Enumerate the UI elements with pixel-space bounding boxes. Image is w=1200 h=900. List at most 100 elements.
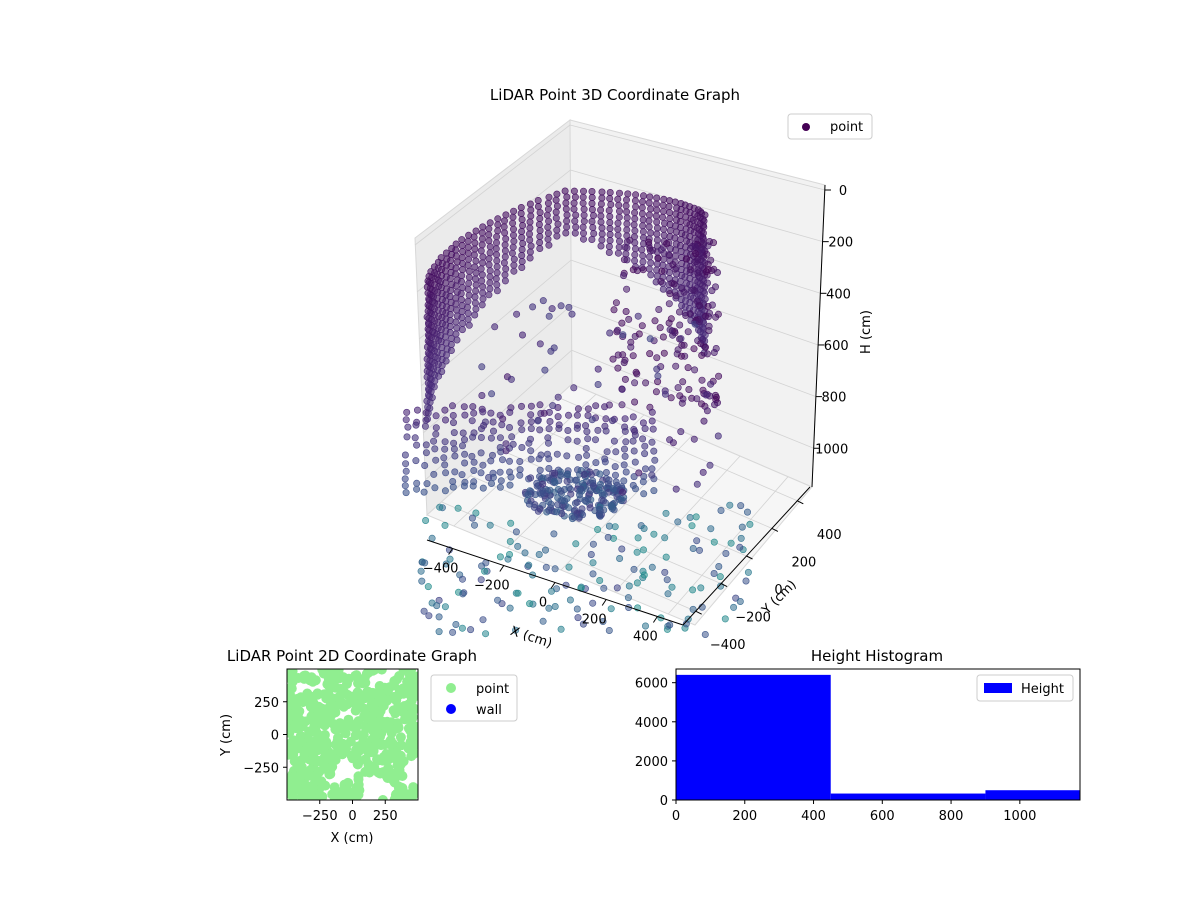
z-tick-label: 800: [822, 391, 847, 406]
point-3d: [551, 565, 559, 573]
point-3d: [493, 269, 501, 277]
point-3d: [622, 307, 630, 315]
point-3d: [703, 350, 711, 358]
point-3d: [703, 407, 711, 415]
point-3d: [518, 426, 526, 434]
point-3d: [660, 225, 668, 233]
point-3d: [517, 402, 525, 410]
point-cloud-3d: [401, 187, 754, 638]
point-3d: [506, 481, 514, 489]
point-2d: [350, 720, 361, 731]
point-3d: [620, 256, 628, 264]
point-3d: [544, 223, 552, 231]
point-3d: [527, 206, 535, 214]
y-tick-label-hist: 0: [660, 794, 668, 809]
point-3d: [470, 233, 478, 241]
point-3d: [639, 252, 647, 260]
point-3d: [631, 215, 639, 223]
point-3d: [509, 243, 517, 251]
point-3d: [666, 227, 674, 235]
point-3d: [485, 225, 493, 233]
point-2d: [412, 682, 418, 692]
point-3d: [652, 200, 660, 208]
histogram-title: Height Histogram: [811, 647, 943, 665]
point-3d: [645, 238, 653, 246]
point-3d: [557, 487, 565, 495]
point-3d: [468, 417, 476, 425]
point-3d: [510, 267, 518, 275]
point-3d: [613, 326, 621, 334]
histogram-bars: [676, 674, 1080, 800]
point-3d: [606, 195, 614, 203]
point-3d: [715, 562, 723, 570]
point-2d: [403, 723, 414, 734]
point-3d: [665, 300, 673, 308]
point-3d: [607, 201, 615, 209]
point-3d: [614, 225, 622, 233]
point-3d: [635, 469, 643, 477]
point-3d: [601, 458, 609, 466]
point-3d: [478, 241, 486, 249]
point-3d: [501, 277, 509, 285]
point-3d: [574, 614, 582, 622]
point-2d: [334, 673, 345, 684]
x-tick-mark: [601, 599, 607, 606]
point-3d: [671, 198, 679, 206]
point-2d: [366, 711, 377, 722]
x-tick-label-2d: −250: [302, 809, 338, 824]
point-3d: [650, 530, 658, 538]
point-3d: [738, 523, 746, 531]
point-3d: [507, 473, 515, 481]
point-2d: [313, 715, 324, 726]
point-3d: [622, 202, 630, 210]
point-3d: [402, 467, 410, 475]
point-3d: [448, 402, 456, 410]
point-3d: [479, 283, 487, 291]
point-3d: [675, 308, 683, 316]
point-3d: [544, 205, 552, 213]
point-3d: [716, 573, 724, 581]
point-3d: [700, 223, 708, 231]
y-tick-mark: [695, 610, 702, 615]
point-3d: [412, 421, 420, 429]
x-tick-label-2d: 250: [373, 809, 398, 824]
gridline-y: [441, 501, 696, 612]
point-3d: [693, 480, 701, 488]
legend-box: [976, 674, 1074, 702]
point-3d: [510, 261, 518, 269]
point-3d: [614, 219, 622, 227]
point-3d: [438, 368, 446, 376]
point-3d: [536, 215, 544, 223]
point-3d: [598, 236, 606, 244]
point-3d: [580, 205, 588, 213]
point-3d: [647, 271, 655, 279]
point-3d: [651, 456, 659, 464]
point-3d: [730, 603, 738, 611]
point-2d: [333, 721, 344, 732]
point-3d: [649, 246, 657, 254]
point-3d: [743, 508, 751, 516]
point-3d: [639, 192, 647, 200]
point-3d: [659, 201, 667, 209]
point-3d: [690, 435, 698, 443]
point-3d: [603, 448, 611, 456]
point-3d: [496, 434, 504, 442]
x-tick-label: −200: [474, 579, 510, 594]
point-3d: [486, 267, 494, 275]
point-3d: [645, 217, 653, 225]
point-3d: [547, 500, 555, 508]
point-3d: [401, 475, 409, 483]
point-3d: [507, 375, 515, 383]
point-3d: [614, 249, 622, 257]
point-3d: [512, 626, 520, 634]
point-3d: [580, 470, 588, 478]
point-3d: [588, 236, 596, 244]
point-3d: [583, 428, 591, 436]
point-3d: [565, 563, 573, 571]
point-2d: [293, 723, 304, 734]
point-3d: [645, 265, 653, 273]
point-3d: [688, 522, 696, 530]
gridline-y: [557, 396, 798, 502]
point-3d: [545, 193, 553, 201]
point-2d: [380, 769, 391, 780]
